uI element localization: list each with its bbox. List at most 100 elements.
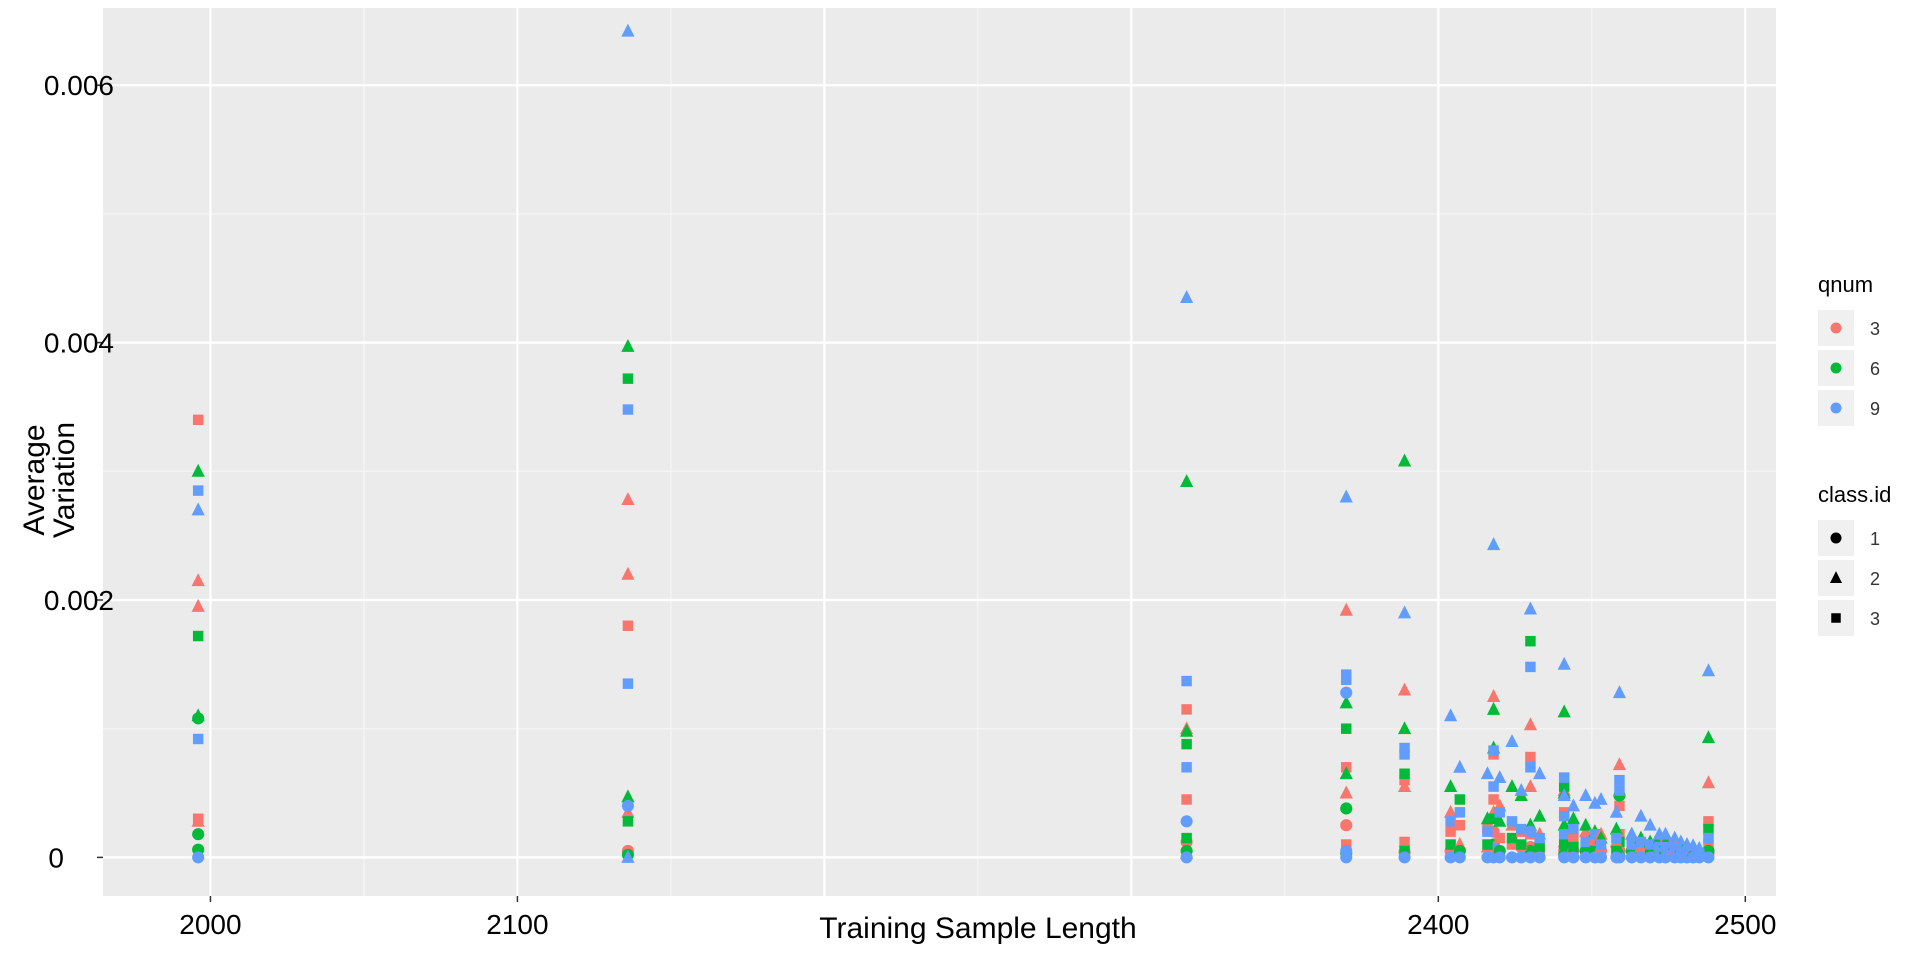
data-point: [1579, 851, 1592, 864]
data-point: [1397, 682, 1412, 696]
data-point: [1588, 795, 1602, 809]
legend-title: class.id: [1818, 482, 1891, 507]
panel-background: [103, 8, 1776, 896]
data-point: [1493, 770, 1507, 784]
data-point: [1180, 723, 1194, 737]
data-point: [1557, 656, 1571, 670]
data-point: [1445, 839, 1456, 850]
data-point: [1525, 661, 1536, 673]
data-point: [1614, 785, 1625, 796]
data-point: [1493, 851, 1506, 864]
data-point: [1339, 695, 1353, 709]
data-point: [1525, 635, 1536, 647]
data-point: [191, 573, 205, 587]
legend-label: 2: [1870, 569, 1880, 589]
data-point: [1693, 851, 1706, 864]
data-point: [1533, 808, 1547, 822]
data-point: [1614, 800, 1625, 812]
data-point: [1611, 832, 1622, 844]
data-point: [1702, 851, 1715, 864]
data-point: [1579, 788, 1593, 802]
data-point: [1612, 757, 1627, 771]
data-point: [1506, 816, 1518, 827]
data-point: [1397, 721, 1412, 735]
data-point: [1614, 774, 1625, 786]
data-point: [1399, 749, 1410, 760]
data-point: [1339, 489, 1353, 503]
data-point: [1480, 766, 1495, 780]
data-point: [192, 712, 205, 725]
data-point: [1340, 819, 1353, 832]
data-point: [1339, 785, 1353, 799]
data-point: [1675, 845, 1687, 857]
data-point: [1523, 717, 1538, 731]
data-point: [1524, 825, 1537, 838]
data-point: [1444, 851, 1457, 864]
data-point: [1701, 663, 1716, 677]
data-point: [1660, 841, 1671, 853]
data-point: [192, 630, 204, 642]
data-point: [1341, 723, 1352, 734]
legend-key-circle: [1830, 362, 1842, 374]
data-point: [1611, 845, 1622, 857]
data-point: [1589, 845, 1601, 857]
legend-key-triangle: [1830, 571, 1842, 583]
x-axis-title: Training Sample Length: [819, 912, 1136, 945]
data-point: [1703, 816, 1714, 827]
data-points: [191, 23, 1716, 864]
data-point: [1180, 851, 1193, 864]
legend-label: 6: [1870, 359, 1880, 379]
data-point: [622, 373, 634, 384]
data-point: [1568, 841, 1579, 853]
data-point: [1644, 839, 1656, 850]
legend-key-circle: [1830, 322, 1842, 334]
data-point: [192, 485, 204, 496]
data-point: [1558, 839, 1570, 850]
data-point: [621, 849, 635, 863]
data-point: [1399, 742, 1410, 754]
data-point: [1589, 836, 1601, 848]
data-point: [1488, 745, 1499, 756]
data-point: [1505, 779, 1519, 793]
data-point: [1703, 839, 1714, 850]
data-point: [1515, 823, 1527, 835]
legend-qnum: qnum 3 6 9: [1818, 272, 1880, 426]
data-point: [1644, 851, 1657, 864]
data-point: [1399, 836, 1410, 848]
data-point: [1568, 823, 1579, 835]
data-point: [1634, 808, 1648, 822]
data-point: [1488, 813, 1499, 825]
x-tick-label: 2400: [1407, 909, 1469, 940]
y-tick-label: 0.002: [44, 585, 114, 616]
data-point: [1488, 794, 1499, 805]
y-tick-label: 0.006: [44, 70, 114, 101]
y-tick-label: 0.004: [44, 328, 114, 359]
data-point: [1180, 290, 1194, 304]
data-point: [192, 828, 205, 841]
data-point: [621, 492, 635, 506]
data-point: [622, 816, 634, 827]
legend-class-id: class.id 1 2 3: [1818, 482, 1891, 636]
data-point: [1505, 851, 1519, 864]
data-point: [1634, 851, 1647, 864]
x-tick-label: 2000: [179, 909, 241, 940]
data-point: [1454, 794, 1466, 805]
data-point: [1533, 766, 1547, 780]
y-tick-label: 0: [48, 842, 64, 873]
data-point: [191, 598, 205, 612]
data-point: [1340, 851, 1353, 864]
data-point: [1701, 730, 1716, 744]
data-point: [1558, 772, 1570, 783]
data-point: [1453, 759, 1467, 773]
data-point: [1486, 689, 1501, 702]
data-point: [1397, 779, 1412, 793]
data-point: [1339, 766, 1353, 780]
data-point: [1626, 839, 1637, 850]
data-point: [191, 502, 205, 516]
y-axis-title-line: Variation: [48, 422, 81, 538]
data-point: [1506, 839, 1518, 850]
data-point: [1523, 779, 1538, 793]
data-point: [1557, 817, 1571, 831]
data-point: [1486, 701, 1501, 715]
